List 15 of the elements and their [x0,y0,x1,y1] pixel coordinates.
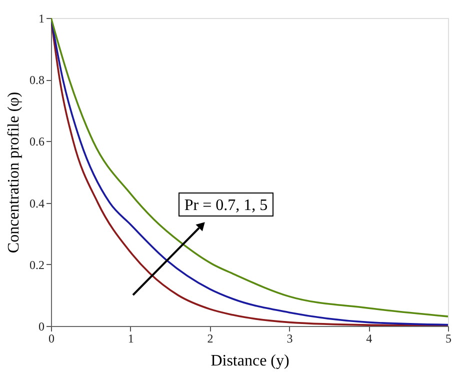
annotation: Pr = 0.7, 1, 5 [184,197,268,214]
y-tick-label: 0 [38,320,44,334]
y-axis-title: Concentration profile (φ) [6,92,22,254]
x-tick-label: 4 [366,332,372,346]
x-axis-title: Distance (y) [210,352,290,370]
x-tick-label: 5 [446,332,452,346]
y-tick-label: 0.6 [30,134,44,149]
y-tick-label: 0.2 [30,258,44,272]
y-tick-label: 0.8 [30,73,44,88]
x-tick-label: 1 [128,332,134,346]
y-tick-label: 0.4 [30,196,44,210]
x-tick-label: 2 [207,332,214,346]
y-tick-label: 1 [38,12,44,26]
x-tick-label: 0 [48,332,54,346]
x-tick-label: 3 [286,332,293,346]
